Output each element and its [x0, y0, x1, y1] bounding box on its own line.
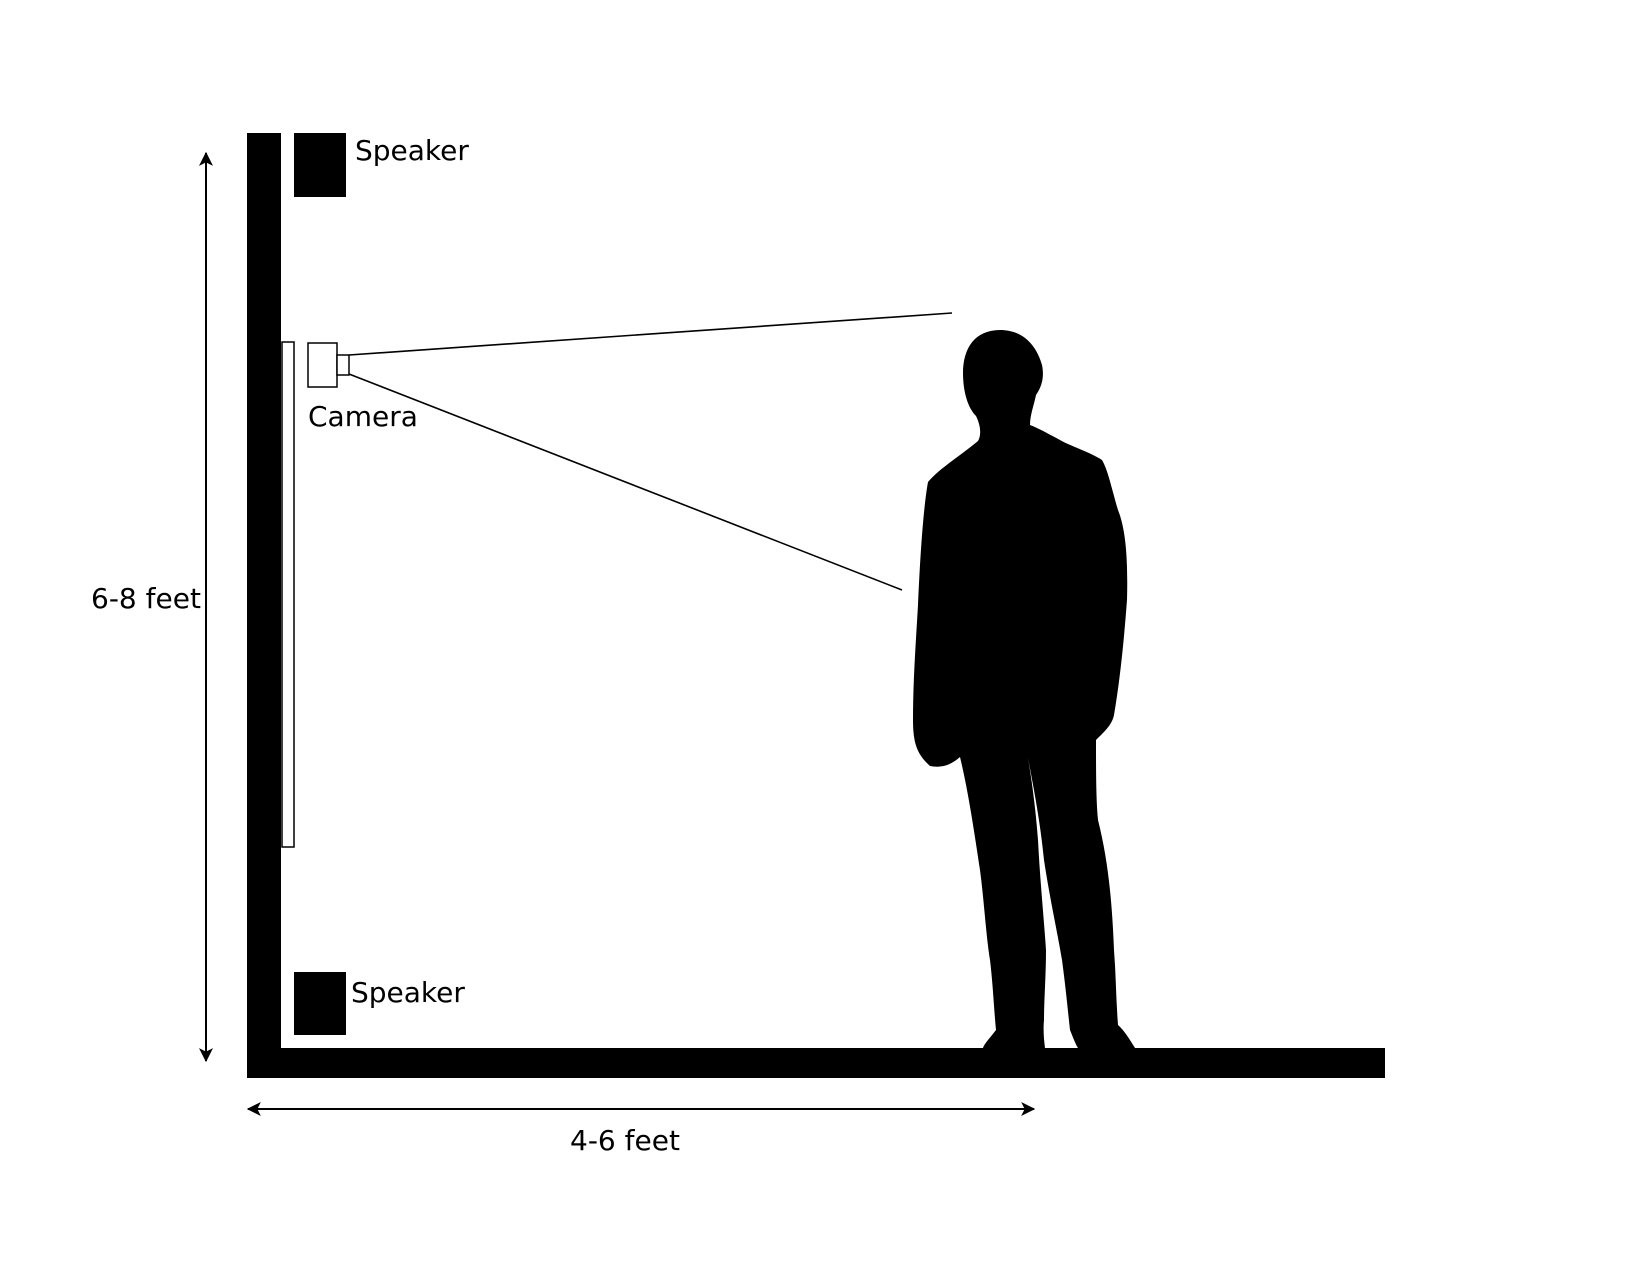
field-of-view-lower	[348, 373, 903, 591]
floor	[247, 1048, 1385, 1078]
field-of-view-upper	[348, 312, 953, 356]
camera-body	[307, 342, 338, 388]
wall	[247, 133, 281, 1078]
camera-lens	[336, 354, 350, 376]
height-dimension-label: 6-8 feet	[91, 582, 201, 615]
display-panel	[281, 341, 295, 848]
speaker-top	[294, 133, 346, 197]
person-silhouette	[913, 330, 1135, 1048]
camera-label: Camera	[308, 400, 418, 433]
distance-dimension-label: 4-6 feet	[570, 1124, 680, 1157]
speaker-bottom-label: Speaker	[351, 976, 465, 1009]
speaker-top-label: Speaker	[355, 134, 469, 167]
speaker-bottom	[294, 972, 346, 1035]
